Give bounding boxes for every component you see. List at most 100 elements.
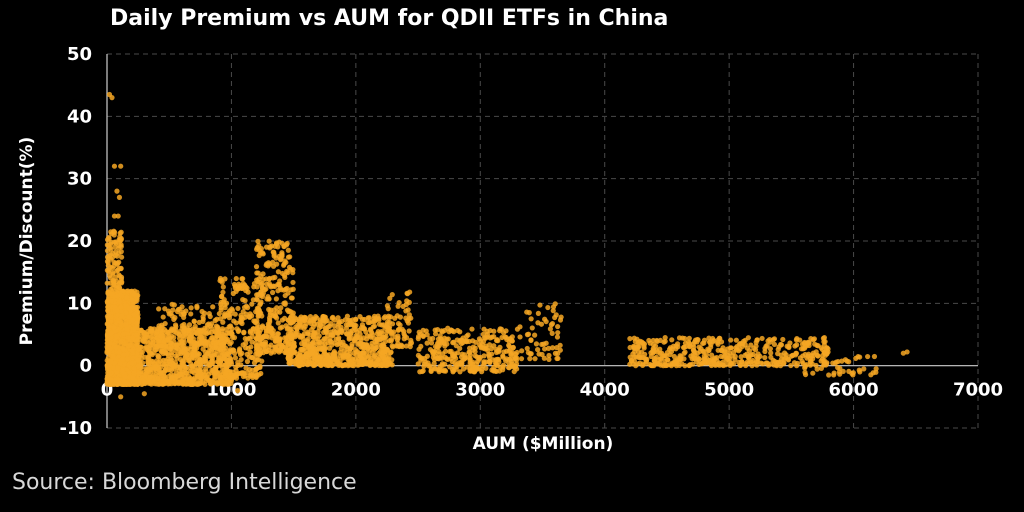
data-point (108, 377, 114, 383)
data-point (527, 356, 533, 362)
data-point (767, 339, 773, 345)
data-point (736, 341, 742, 348)
data-point (252, 319, 259, 326)
data-point (431, 349, 437, 355)
data-point (323, 329, 329, 335)
data-point (651, 349, 657, 355)
data-point (221, 296, 227, 303)
data-point (309, 351, 315, 357)
data-point (532, 356, 538, 362)
data-point (227, 341, 233, 347)
data-point (487, 335, 493, 341)
data-point (262, 339, 269, 345)
data-points (104, 91, 910, 400)
data-point (418, 357, 424, 363)
data-point (195, 381, 201, 387)
data-point (192, 375, 198, 381)
data-point (207, 381, 214, 387)
data-point (517, 334, 523, 340)
data-point (300, 347, 306, 353)
data-point (762, 354, 768, 361)
x-tick-label: 2000 (331, 380, 381, 401)
data-point (107, 273, 113, 279)
data-point (732, 357, 738, 363)
data-point (111, 213, 118, 219)
data-point (105, 308, 111, 314)
data-point (113, 240, 119, 246)
source-note: Source: Bloomberg Intelligence (12, 470, 357, 495)
data-point (535, 346, 541, 353)
data-point (533, 341, 540, 347)
data-point (720, 345, 726, 351)
data-point (389, 321, 396, 327)
data-point (234, 371, 241, 377)
data-point (474, 354, 480, 360)
data-point (487, 360, 493, 366)
data-point (528, 316, 534, 322)
data-point (542, 346, 548, 352)
data-point (131, 312, 137, 318)
data-point (274, 261, 280, 267)
data-point (241, 370, 247, 376)
data-point (674, 341, 681, 347)
data-point (159, 343, 165, 349)
data-point (738, 354, 744, 360)
data-point (664, 349, 670, 356)
data-point (259, 281, 265, 287)
data-point (129, 297, 135, 303)
data-point (493, 349, 500, 355)
data-point (778, 341, 784, 348)
data-point (143, 334, 149, 340)
data-point (255, 291, 261, 298)
data-point (352, 336, 359, 342)
data-point (272, 283, 278, 290)
data-point (797, 355, 803, 361)
data-point (442, 348, 449, 354)
data-point (457, 369, 463, 375)
data-point (235, 388, 241, 394)
data-point (539, 341, 545, 348)
data-point (706, 357, 712, 363)
data-point (549, 330, 555, 336)
data-point (340, 362, 346, 369)
data-point (106, 323, 112, 330)
data-point (136, 327, 142, 334)
data-point (361, 326, 368, 332)
data-point (123, 321, 129, 327)
data-point (130, 335, 136, 341)
data-point (241, 329, 247, 335)
data-point (191, 318, 197, 324)
data-point (248, 344, 254, 350)
data-point (183, 346, 189, 353)
data-point (694, 336, 700, 343)
data-point (278, 305, 284, 311)
data-point (242, 298, 248, 304)
data-point (381, 315, 387, 321)
data-point (329, 332, 336, 338)
data-point (266, 322, 272, 328)
data-point (117, 273, 123, 279)
y-tick-label: 10 (67, 293, 92, 314)
data-point (552, 301, 558, 307)
data-point (147, 374, 153, 380)
data-point (197, 356, 203, 363)
data-point (111, 259, 117, 266)
data-point (453, 366, 459, 372)
data-point (245, 289, 251, 295)
data-point (213, 344, 219, 350)
data-point (488, 345, 495, 352)
data-point (260, 251, 266, 257)
data-point (155, 343, 162, 349)
data-point (137, 344, 143, 350)
data-point (767, 346, 773, 352)
data-point (145, 354, 151, 361)
data-point (819, 346, 826, 353)
data-point (690, 361, 696, 367)
data-point (324, 353, 330, 359)
data-point (336, 341, 342, 347)
data-point (416, 346, 422, 352)
data-point (274, 305, 280, 311)
data-point (385, 306, 391, 312)
data-point (228, 329, 234, 335)
data-point (187, 368, 193, 374)
